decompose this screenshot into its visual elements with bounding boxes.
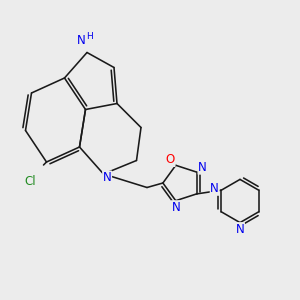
Text: O: O: [166, 153, 175, 167]
Text: N: N: [236, 223, 244, 236]
Text: N: N: [171, 201, 180, 214]
Text: H: H: [86, 32, 93, 41]
Text: Cl: Cl: [24, 175, 36, 188]
Text: N: N: [103, 171, 112, 184]
Text: N: N: [76, 34, 85, 47]
Text: N: N: [198, 161, 207, 174]
Text: N: N: [210, 182, 219, 195]
